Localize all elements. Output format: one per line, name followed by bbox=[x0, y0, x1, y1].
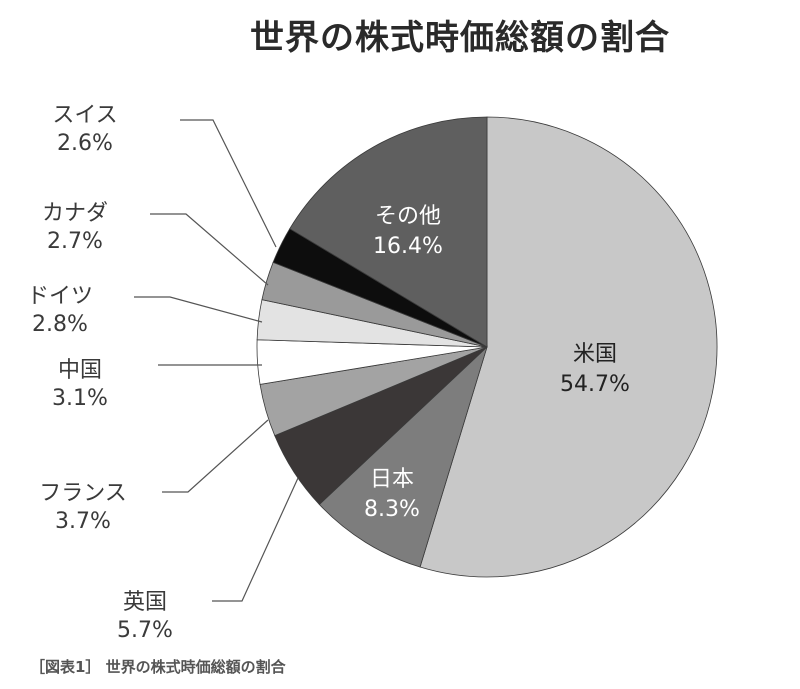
slice-name: 米国 bbox=[572, 342, 617, 367]
slice-label-5: 中国 3.1% bbox=[15, 357, 145, 413]
slice-percent: 3.1% bbox=[52, 386, 108, 411]
slice-percent: 8.3% bbox=[364, 497, 420, 522]
slice-name: スイス bbox=[52, 103, 118, 128]
slice-label-8: スイス 2.6% bbox=[20, 102, 150, 158]
slice-percent: 16.4% bbox=[373, 234, 443, 259]
pie-slice-1 bbox=[419, 116, 718, 578]
slice-name: その他 bbox=[374, 204, 441, 229]
leader-line-3 bbox=[212, 477, 299, 602]
slice-name: 中国 bbox=[57, 358, 102, 383]
slice-name: カナダ bbox=[41, 201, 108, 226]
leader-line-4 bbox=[162, 419, 269, 493]
chart-title: 世界の株式時価総額の割合 bbox=[250, 18, 670, 58]
slice-label-7: カナダ 2.7% bbox=[10, 200, 140, 256]
slice-percent: 2.6% bbox=[57, 131, 113, 156]
slice-name: フランス bbox=[39, 481, 127, 506]
slice-percent: 3.7% bbox=[55, 509, 111, 534]
slice-name: 日本 bbox=[369, 467, 414, 492]
slice-label-4: フランス 3.7% bbox=[18, 480, 148, 536]
slice-label-2: 日本 8.3% bbox=[332, 465, 452, 525]
slice-label-3: 英国 5.7% bbox=[80, 589, 210, 645]
leader-line-7 bbox=[150, 213, 269, 286]
slice-percent: 2.8% bbox=[32, 312, 88, 337]
slice-percent: 2.7% bbox=[47, 229, 103, 254]
pie-slice-9 bbox=[289, 116, 488, 348]
slice-name: 英国 bbox=[122, 590, 167, 615]
pie-slice-2 bbox=[318, 345, 488, 568]
figure-caption: ［図表1］ 世界の株式時価総額の割合 bbox=[30, 658, 286, 676]
slice-name: ドイツ bbox=[26, 284, 93, 309]
slice-label-1: 米国 54.7% bbox=[535, 340, 655, 400]
slice-label-9: その他 16.4% bbox=[348, 202, 468, 262]
leader-line-6 bbox=[134, 296, 263, 323]
slice-percent: 54.7% bbox=[560, 372, 630, 397]
slice-percent: 5.7% bbox=[117, 618, 173, 643]
slice-label-6: ドイツ 2.8% bbox=[0, 283, 125, 339]
leader-line-8 bbox=[180, 119, 277, 248]
